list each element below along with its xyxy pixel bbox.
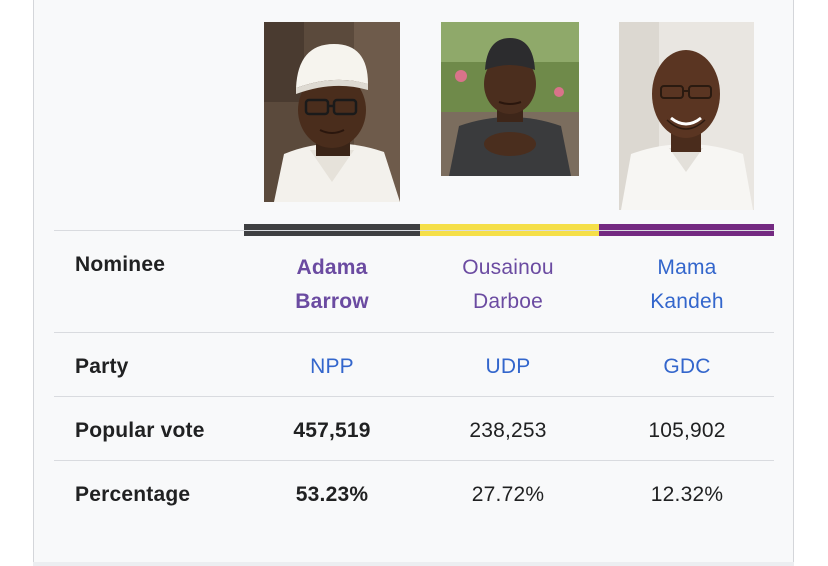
nominee-first-name: Ousainou	[462, 256, 554, 279]
popular-vote-darboe: 238,253	[469, 419, 547, 442]
nominee-last-name: Barrow	[295, 290, 369, 313]
nominee-first-name: Mama	[657, 256, 717, 279]
row-divider	[54, 332, 774, 333]
candidate-portrait-adama-barrow[interactable]	[264, 22, 400, 202]
row-divider	[54, 230, 774, 231]
nominee-mama-kandeh[interactable]: Mama Kandeh	[599, 251, 775, 319]
nominee-adama-barrow[interactable]: Adama Barrow	[244, 251, 420, 319]
party-cell-npp[interactable]: NPP	[244, 355, 420, 379]
popular-vote-barrow: 457,519	[293, 419, 371, 442]
nominee-row-label: Nominee	[75, 253, 166, 276]
nominee-last-name: Kandeh	[650, 290, 724, 313]
nominee-link[interactable]: Adama Barrow	[295, 256, 369, 313]
portrait-image	[264, 22, 400, 202]
nominee-link[interactable]: Ousainou Darboe	[462, 256, 554, 313]
row-divider	[54, 396, 774, 397]
party-row-label: Party	[75, 355, 129, 378]
row-divider	[54, 460, 774, 461]
nominee-ousainou-darboe[interactable]: Ousainou Darboe	[420, 251, 596, 319]
infobox-bottom-border	[33, 562, 794, 566]
candidate-portrait-ousainou-darboe[interactable]	[441, 22, 579, 176]
portrait-image	[441, 22, 579, 176]
party-link-npp[interactable]: NPP	[310, 355, 354, 378]
nominee-link[interactable]: Mama Kandeh	[650, 256, 724, 313]
party-cell-udp[interactable]: UDP	[420, 355, 596, 379]
popular-vote-kandeh: 105,902	[648, 419, 726, 442]
party-link-gdc[interactable]: GDC	[663, 355, 711, 378]
popular-vote-row-label: Popular vote	[75, 419, 205, 442]
portrait-image	[619, 22, 754, 210]
candidate-portrait-mama-kandeh[interactable]	[619, 22, 754, 210]
percentage-row-label: Percentage	[75, 483, 191, 506]
nominee-first-name: Adama	[296, 256, 368, 279]
percentage-darboe: 27.72%	[471, 483, 545, 506]
nominee-last-name: Darboe	[472, 290, 544, 313]
party-cell-gdc[interactable]: GDC	[599, 355, 775, 379]
party-link-udp[interactable]: UDP	[485, 355, 531, 378]
percentage-kandeh: 12.32%	[650, 483, 724, 506]
percentage-barrow: 53.23%	[295, 483, 369, 506]
